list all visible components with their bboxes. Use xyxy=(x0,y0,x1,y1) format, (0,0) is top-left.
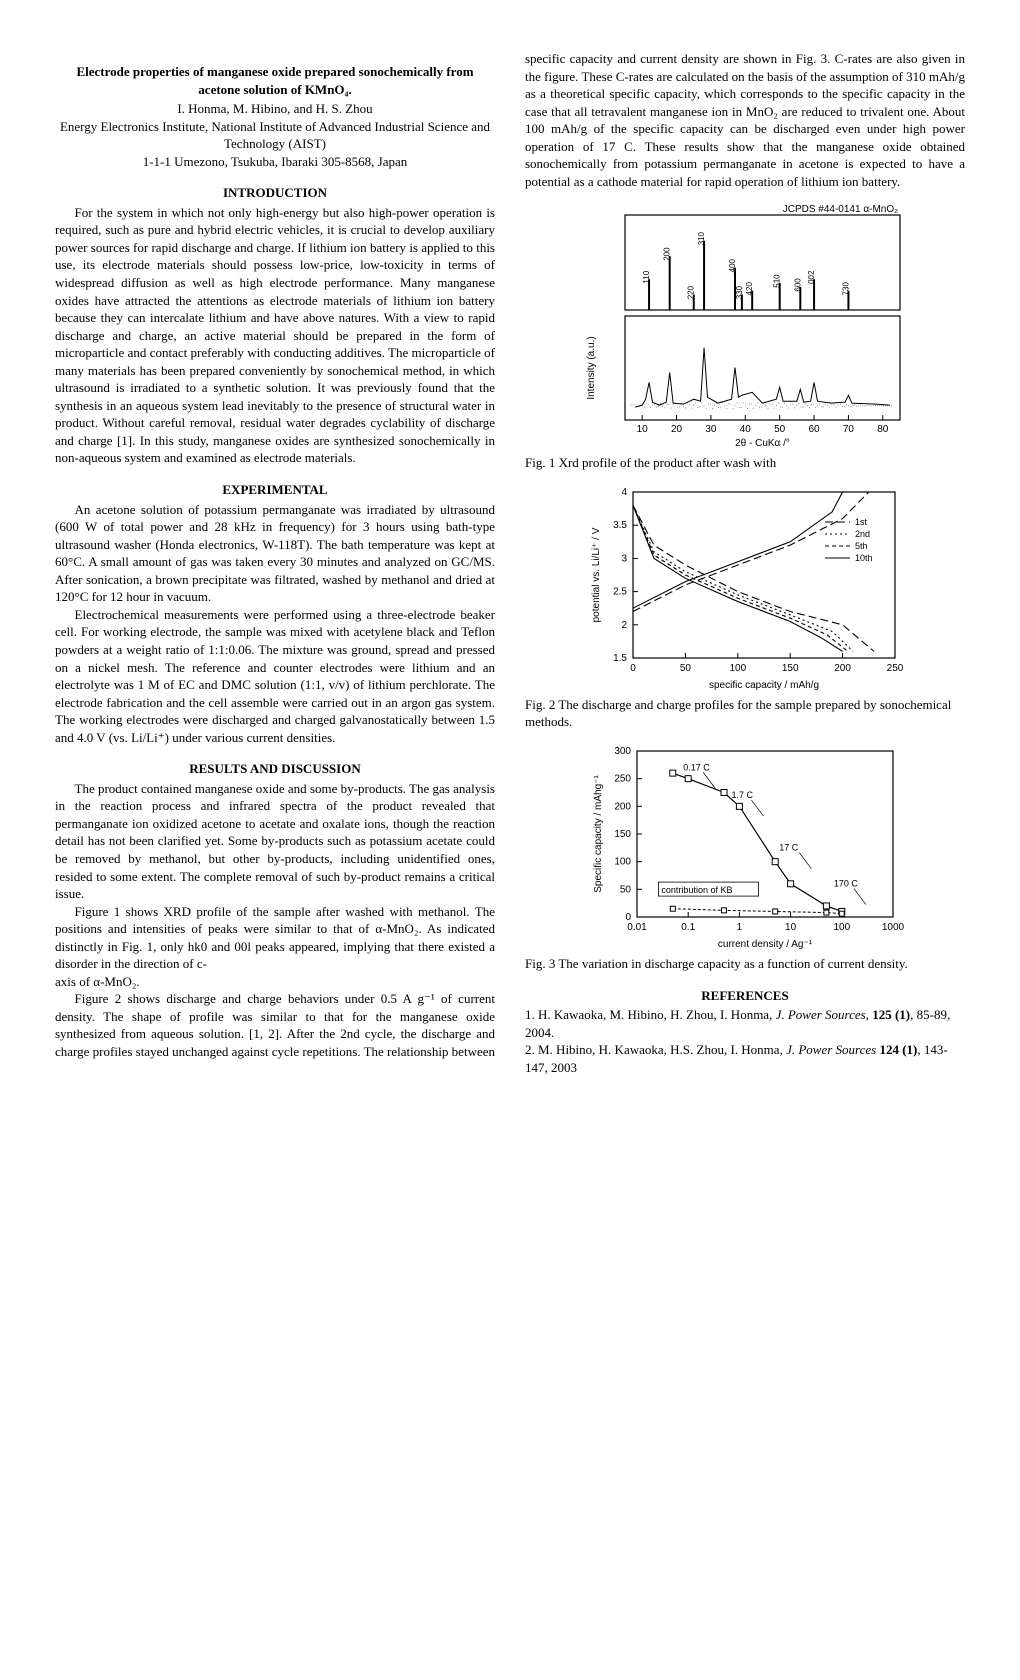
svg-text:420: 420 xyxy=(745,282,754,296)
references-list: 1. H. Kawaoka, M. Hibino, H. Zhou, I. Ho… xyxy=(525,1006,965,1076)
svg-text:510: 510 xyxy=(773,274,782,288)
svg-text:0: 0 xyxy=(630,663,636,674)
svg-text:20: 20 xyxy=(671,424,683,435)
svg-text:10: 10 xyxy=(637,424,649,435)
svg-text:250: 250 xyxy=(887,663,904,674)
svg-text:220: 220 xyxy=(687,286,696,300)
svg-text:300: 300 xyxy=(614,746,631,757)
ref-2: 2. M. Hibino, H. Kawaoka, H.S. Zhou, I. … xyxy=(525,1041,965,1076)
svg-text:150: 150 xyxy=(782,663,799,674)
ref1-text: 1. H. Kawaoka, M. Hibino, H. Zhou, I. Ho… xyxy=(525,1007,776,1022)
fig2-caption: Fig. 2 The discharge and charge profiles… xyxy=(525,696,965,731)
svg-text:100: 100 xyxy=(729,663,746,674)
res-para-1: The product contained manganese oxide an… xyxy=(55,780,495,903)
svg-text:2: 2 xyxy=(621,620,627,631)
svg-text:1: 1 xyxy=(737,922,743,933)
svg-text:0: 0 xyxy=(625,912,631,923)
paper-title: Electrode properties of manganese oxide … xyxy=(55,63,495,98)
ref1-vol: 125 (1) xyxy=(872,1007,910,1022)
intro-para-1: For the system in which not only high-en… xyxy=(55,204,495,467)
svg-text:110: 110 xyxy=(642,271,651,284)
exp-para-1: An acetone solution of potassium permang… xyxy=(55,501,495,606)
ref-1: 1. H. Kawaoka, M. Hibino, H. Zhou, I. Ho… xyxy=(525,1006,965,1041)
svg-text:60: 60 xyxy=(809,424,821,435)
section-results: RESULTS AND DISCUSSION xyxy=(55,760,495,778)
svg-text:150: 150 xyxy=(614,829,631,840)
svg-text:1.7 C: 1.7 C xyxy=(731,790,753,800)
svg-text:2nd: 2nd xyxy=(855,529,870,539)
svg-text:5th: 5th xyxy=(855,541,868,551)
affiliation-2: 1-1-1 Umezono, Tsukuba, Ibaraki 305-8568… xyxy=(55,153,495,171)
svg-text:Intensity (a.u.): Intensity (a.u.) xyxy=(586,337,597,400)
svg-text:310: 310 xyxy=(697,232,706,246)
svg-text:0.01: 0.01 xyxy=(627,922,647,933)
svg-text:1000: 1000 xyxy=(882,922,905,933)
discharge-chart: 0 50 100 150 200 250 1.5 2 2.5 3 3.5 4 1st 2nd 5th 10th… xyxy=(585,482,905,692)
svg-text:potential vs. Li/Li⁺ / V: potential vs. Li/Li⁺ / V xyxy=(591,527,602,622)
svg-text:specific capacity / mAh/g: specific capacity / mAh/g xyxy=(709,680,819,691)
ref2-vol: 124 (1) xyxy=(879,1042,917,1057)
svg-text:002: 002 xyxy=(807,270,816,284)
col2-cont: axis of α-MnO₂. xyxy=(55,973,495,991)
capacity-chart: 0.01 0.1 1 10 100 1000 0 50 100 150 200 250 300 0.17 … xyxy=(585,741,905,951)
svg-text:3: 3 xyxy=(621,553,627,564)
svg-text:730: 730 xyxy=(841,282,850,296)
xrd-chart: JCPDS #44-0141 α-MnO₂1102002203104003304… xyxy=(580,200,910,450)
svg-text:600: 600 xyxy=(793,278,802,292)
svg-text:Specific capacity / mAhg⁻¹: Specific capacity / mAhg⁻¹ xyxy=(593,775,604,893)
svg-text:2.5: 2.5 xyxy=(613,587,627,598)
section-introduction: INTRODUCTION xyxy=(55,184,495,202)
svg-text:250: 250 xyxy=(614,774,631,785)
ref2-text: 2. M. Hibino, H. Kawaoka, H.S. Zhou, I. … xyxy=(525,1042,780,1057)
svg-text:80: 80 xyxy=(877,424,889,435)
fig3-caption: Fig. 3 The variation in discharge capaci… xyxy=(525,955,965,973)
svg-text:3.5: 3.5 xyxy=(613,520,627,531)
svg-text:current density / Ag⁻¹: current density / Ag⁻¹ xyxy=(718,939,813,950)
svg-text:170 C: 170 C xyxy=(834,879,859,889)
svg-text:330: 330 xyxy=(735,286,744,300)
section-references: REFERENCES xyxy=(525,987,965,1005)
fig1-caption: Fig. 1 Xrd profile of the product after … xyxy=(525,454,965,472)
exp-para-2: Electrochemical measurements were perfor… xyxy=(55,606,495,746)
svg-text:10: 10 xyxy=(785,922,797,933)
svg-text:50: 50 xyxy=(774,424,786,435)
svg-text:10th: 10th xyxy=(855,553,873,563)
svg-text:0.1: 0.1 xyxy=(681,922,695,933)
res-para-2: Figure 1 shows XRD profile of the sample… xyxy=(55,903,495,973)
svg-text:50: 50 xyxy=(620,884,632,895)
svg-text:40: 40 xyxy=(740,424,752,435)
ref1-journal: J. Power Sources xyxy=(776,1007,866,1022)
figure-1: JCPDS #44-0141 α-MnO₂1102002203104003304… xyxy=(525,200,965,472)
svg-text:1st: 1st xyxy=(855,517,868,527)
svg-text:17 C: 17 C xyxy=(779,843,799,853)
svg-text:400: 400 xyxy=(728,259,737,273)
svg-text:2θ - CuKα /°: 2θ - CuKα /° xyxy=(735,438,790,449)
svg-text:200: 200 xyxy=(614,801,631,812)
svg-text:70: 70 xyxy=(843,424,855,435)
section-experimental: EXPERIMENTAL xyxy=(55,481,495,499)
ref2-journal: , J. Power Sources xyxy=(780,1042,880,1057)
svg-text:JCPDS #44-0141 α-MnO₂: JCPDS #44-0141 α-MnO₂ xyxy=(783,204,898,215)
svg-text:contribution of KB: contribution of KB xyxy=(661,885,732,895)
svg-text:100: 100 xyxy=(614,857,631,868)
svg-text:50: 50 xyxy=(680,663,692,674)
svg-text:1.5: 1.5 xyxy=(613,653,627,664)
figure-2: 0 50 100 150 200 250 1.5 2 2.5 3 3.5 4 1st 2nd 5th 10th… xyxy=(525,482,965,731)
svg-text:200: 200 xyxy=(663,247,672,261)
svg-text:100: 100 xyxy=(833,922,850,933)
affiliation-1: Energy Electronics Institute, National I… xyxy=(55,118,495,153)
svg-text:0.17 C: 0.17 C xyxy=(683,762,710,772)
figure-3: 0.01 0.1 1 10 100 1000 0 50 100 150 200 250 300 0.17 … xyxy=(525,741,965,973)
svg-text:200: 200 xyxy=(834,663,851,674)
svg-text:30: 30 xyxy=(705,424,717,435)
svg-text:4: 4 xyxy=(621,487,627,498)
authors: I. Honma, M. Hibino, and H. S. Zhou xyxy=(55,100,495,118)
